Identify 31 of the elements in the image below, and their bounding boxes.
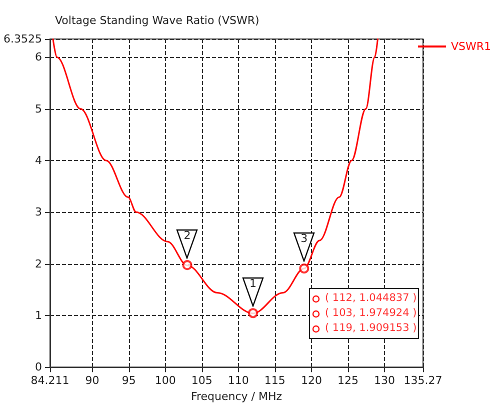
y-tick-label: 0 bbox=[35, 360, 42, 374]
y-tick-label: 6 bbox=[35, 50, 42, 64]
x-tick-label: 130 bbox=[374, 374, 395, 388]
chart-title: Voltage Standing Wave Ratio (VSWR) bbox=[55, 14, 260, 27]
annotation: ( 119, 1.909153 ) bbox=[325, 321, 417, 336]
x-tick-label: 95 bbox=[122, 374, 136, 388]
x-tick-label: 115 bbox=[264, 374, 286, 388]
x-tick-label: 120 bbox=[300, 374, 322, 388]
annotation: 1 bbox=[248, 277, 258, 290]
point bbox=[299, 263, 310, 274]
y-tick-label: 1 bbox=[35, 308, 42, 322]
point bbox=[182, 260, 192, 270]
annotation: ( 112, 1.044837 ) bbox=[325, 291, 417, 306]
x-tick-label: 105 bbox=[191, 374, 212, 388]
y-tick-label: 5 bbox=[35, 102, 42, 116]
annotation: ( 103, 1.974924 ) bbox=[325, 306, 417, 321]
legend-label: VSWR1 bbox=[450, 40, 492, 53]
y-tick-label: 4 bbox=[35, 154, 42, 168]
x-tick-label: 110 bbox=[228, 374, 249, 388]
y-tick-label: 3 bbox=[35, 206, 42, 219]
x-tick-label: 84.211 bbox=[30, 374, 70, 388]
y-tick-label: 2 bbox=[35, 257, 42, 270]
x-axis-title: Frequency / MHz bbox=[190, 390, 282, 403]
x-tick-label: 135.27 bbox=[404, 374, 442, 388]
annotation: 3 bbox=[300, 232, 309, 246]
annotation: 2 bbox=[182, 229, 192, 242]
x-tick-label: 90 bbox=[85, 374, 100, 388]
x-tick-label: 125 bbox=[337, 374, 358, 388]
x-tick-label: 100 bbox=[154, 374, 176, 388]
y-tick-label: 6.3525 bbox=[4, 32, 42, 46]
point bbox=[248, 308, 258, 318]
